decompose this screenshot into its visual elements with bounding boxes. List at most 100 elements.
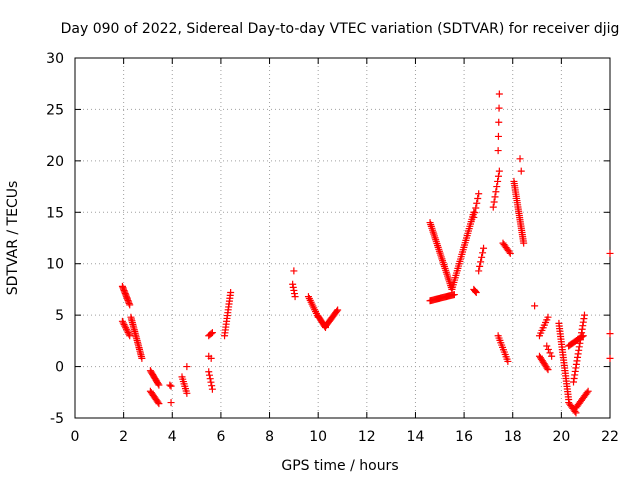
data-point [205, 368, 213, 376]
chart-title: Day 090 of 2022, Sidereal Day-to-day VTE… [61, 21, 620, 37]
data-point [492, 188, 500, 196]
data-point [471, 287, 479, 295]
data-point [118, 317, 126, 325]
data-point [291, 293, 299, 301]
data-point [125, 330, 133, 338]
data-point [472, 289, 480, 297]
data-point [289, 280, 297, 288]
data-point [208, 385, 216, 393]
data-point [183, 389, 191, 397]
data-point [207, 378, 215, 386]
data-point [124, 329, 132, 337]
data-point [166, 381, 174, 389]
data-point [506, 249, 514, 257]
data-point [546, 349, 554, 357]
data-point [606, 354, 614, 362]
data-point [494, 177, 502, 185]
x-tick-label: 0 [71, 429, 80, 445]
data-point [505, 248, 513, 256]
data-point [119, 319, 127, 327]
data-point [495, 104, 503, 112]
x-tick-label: 22 [601, 429, 619, 445]
data-point [121, 322, 129, 330]
x-tick-label: 8 [265, 429, 274, 445]
data-point [154, 380, 162, 388]
data-point [227, 289, 235, 297]
data-point [494, 172, 502, 180]
data-point [520, 239, 528, 247]
x-tick-label: 6 [216, 429, 225, 445]
data-point [580, 311, 588, 319]
data-point [205, 371, 213, 379]
y-tick-label: 5 [55, 308, 64, 324]
data-point [584, 387, 592, 395]
data-point [489, 203, 497, 211]
plot-frame [74, 57, 611, 419]
points-layer [118, 90, 614, 417]
data-point [122, 324, 130, 332]
data-point [290, 286, 298, 294]
data-point [472, 204, 480, 212]
data-point [450, 291, 458, 299]
x-tick-label: 12 [358, 429, 376, 445]
data-point [516, 155, 524, 163]
data-point [334, 306, 342, 314]
data-point [154, 398, 162, 406]
data-point [544, 345, 552, 353]
x-tick-label: 16 [455, 429, 473, 445]
y-tick-label: -5 [50, 411, 64, 427]
grid-layer [75, 58, 610, 418]
y-tick-label: 25 [46, 102, 64, 118]
data-point [207, 330, 215, 338]
data-point [531, 302, 539, 310]
data-point [517, 167, 525, 175]
x-tick-label: 10 [309, 429, 327, 445]
y-tick-label: 20 [46, 154, 64, 170]
data-point [493, 183, 501, 191]
data-point [120, 321, 128, 329]
data-point [544, 366, 552, 374]
data-point [206, 375, 214, 383]
data-point [606, 330, 614, 338]
data-point [208, 329, 216, 337]
data-point [495, 118, 503, 126]
data-point [504, 357, 512, 365]
data-point [126, 332, 134, 340]
data-point [494, 147, 502, 155]
data-point [583, 389, 591, 397]
data-point [122, 325, 130, 333]
data-point [544, 313, 552, 321]
data-point [475, 267, 483, 275]
data-point [155, 400, 163, 408]
data-point [477, 258, 485, 266]
y-tick-label: 30 [46, 51, 64, 67]
data-point [208, 382, 216, 390]
data-point [480, 244, 488, 252]
data-point [473, 199, 481, 207]
tick-layer: 0 2 4 6 8 10 12 14 16 18 20 22 -5 0 5 10 15 20 25 30 [46, 51, 619, 445]
data-point [333, 307, 341, 315]
data-point [475, 190, 483, 198]
data-point [123, 327, 131, 335]
data-point [571, 407, 579, 415]
data-point [490, 198, 498, 206]
x-tick-label: 14 [407, 429, 425, 445]
y-tick-label: 10 [46, 257, 64, 273]
y-axis-label: SDTVAR / TECUs [5, 181, 21, 296]
data-point [138, 354, 146, 362]
x-tick-label: 20 [552, 429, 570, 445]
data-point [495, 167, 503, 175]
y-tick-label: 15 [46, 205, 64, 221]
data-point [290, 290, 298, 298]
data-point [543, 342, 551, 350]
data-point [495, 90, 503, 98]
data-point [476, 262, 484, 270]
y-tick-label: 0 [55, 360, 64, 376]
data-point [478, 253, 486, 261]
data-point [543, 364, 551, 372]
x-tick-label: 4 [168, 429, 177, 445]
x-tick-label: 2 [119, 429, 128, 445]
x-axis-label: GPS time / hours [281, 458, 398, 474]
data-point [474, 195, 482, 203]
data-point [167, 382, 175, 390]
